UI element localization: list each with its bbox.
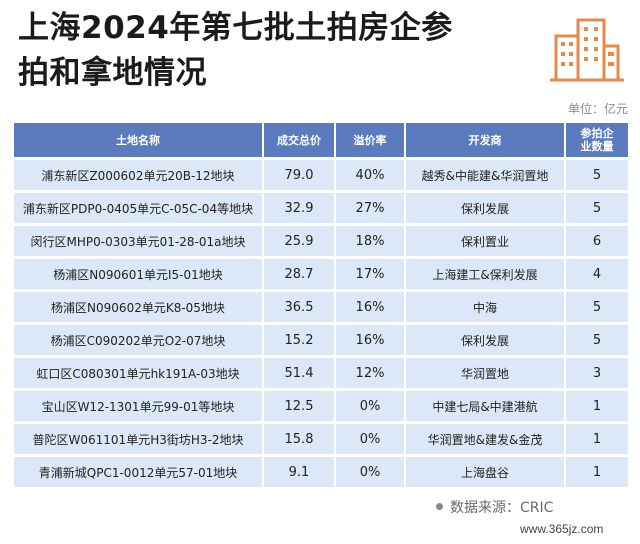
cell-premium-rate: 40% <box>336 160 406 190</box>
cell-premium-rate: 18% <box>336 226 406 256</box>
cell-bidder-count: 4 <box>566 259 628 289</box>
column-header-premium-rate: 溢价率 <box>336 123 406 157</box>
cell-price: 79.0 <box>264 160 336 190</box>
table-row: 普陀区W061101单元H3街坊H3-2地块 15.8 0% 华润置地&建发&金… <box>14 424 628 454</box>
cell-premium-rate: 0% <box>336 424 406 454</box>
cell-price: 28.7 <box>264 259 336 289</box>
table-row: 浦东新区Z000602单元20B-12地块 79.0 40% 越秀&中能建&华润… <box>14 160 628 190</box>
cell-bidder-count: 1 <box>566 457 628 487</box>
cell-land-name: 杨浦区N090602单元K8-05地块 <box>14 292 264 322</box>
cell-bidder-count: 1 <box>566 424 628 454</box>
data-source-label: 数据来源：CRIC <box>450 500 554 516</box>
cell-developer: 保利发展 <box>406 193 566 223</box>
unit-label: 单位：亿元 <box>567 102 628 116</box>
cell-land-name: 杨浦区C090202单元O2-07地块 <box>14 325 264 355</box>
cell-land-name: 宝山区W12-1301单元99-01等地块 <box>14 391 264 421</box>
buildings-icon <box>550 18 624 82</box>
cell-developer: 中海 <box>406 292 566 322</box>
cell-bidder-count: 5 <box>566 325 628 355</box>
cell-land-name: 浦东新区Z000602单元20B-12地块 <box>14 160 264 190</box>
table-row: 虹口区C080301单元hk191A-03地块 51.4 12% 华润置地 3 <box>14 358 628 388</box>
cell-premium-rate: 0% <box>336 391 406 421</box>
cell-price: 36.5 <box>264 292 336 322</box>
column-header-bidder-count: 参拍企业数量 <box>566 123 628 157</box>
cell-price: 15.8 <box>264 424 336 454</box>
cell-bidder-count: 3 <box>566 358 628 388</box>
table-row: 青浦新城QPC1-0012单元57-01地块 9.1 0% 上海盘谷 1 <box>14 457 628 487</box>
cell-land-name: 虹口区C080301单元hk191A-03地块 <box>14 358 264 388</box>
cell-developer: 保利发展 <box>406 325 566 355</box>
table-row: 杨浦区N090602单元K8-05地块 36.5 16% 中海 5 <box>14 292 628 322</box>
page-title-line-1: 上海2024年第七批土拍房企参 <box>18 10 453 46</box>
table-row: 杨浦区N090601单元I5-01地块 28.7 17% 上海建工&保利发展 4 <box>14 259 628 289</box>
page-title-line-2: 拍和拿地情况 <box>18 55 207 91</box>
table-row: 宝山区W12-1301单元99-01等地块 12.5 0% 中建七局&中建港航 … <box>14 391 628 421</box>
cell-price: 51.4 <box>264 358 336 388</box>
watermark-url: www.365jz.com <box>520 522 604 536</box>
cell-premium-rate: 16% <box>336 292 406 322</box>
cell-premium-rate: 17% <box>336 259 406 289</box>
table-row: 闵行区MHP0-0303单元01-28-01a地块 25.9 18% 保利置业 … <box>14 226 628 256</box>
table-header-row: 土地名称 成交总价 溢价率 开发商 参拍企业数量 <box>14 123 628 157</box>
cell-premium-rate: 27% <box>336 193 406 223</box>
cell-developer: 保利置业 <box>406 226 566 256</box>
cell-bidder-count: 6 <box>566 226 628 256</box>
cell-land-name: 青浦新城QPC1-0012单元57-01地块 <box>14 457 264 487</box>
bullet-icon <box>436 503 443 510</box>
cell-price: 15.2 <box>264 325 336 355</box>
cell-bidder-count: 5 <box>566 160 628 190</box>
column-header-developer: 开发商 <box>406 123 566 157</box>
cell-land-name: 浦东新区PDP0-0405单元C-05C-04等地块 <box>14 193 264 223</box>
cell-land-name: 闵行区MHP0-0303单元01-28-01a地块 <box>14 226 264 256</box>
cell-developer: 越秀&中能建&华润置地 <box>406 160 566 190</box>
cell-bidder-count: 5 <box>566 292 628 322</box>
cell-bidder-count: 5 <box>566 193 628 223</box>
cell-bidder-count: 1 <box>566 391 628 421</box>
cell-price: 9.1 <box>264 457 336 487</box>
land-auction-table: 土地名称 成交总价 溢价率 开发商 参拍企业数量 浦东新区Z000602单元20… <box>14 120 628 490</box>
cell-price: 32.9 <box>264 193 336 223</box>
cell-land-name: 杨浦区N090601单元I5-01地块 <box>14 259 264 289</box>
cell-developer: 上海建工&保利发展 <box>406 259 566 289</box>
cell-price: 12.5 <box>264 391 336 421</box>
cell-developer: 华润置地&建发&金茂 <box>406 424 566 454</box>
cell-price: 25.9 <box>264 226 336 256</box>
cell-developer: 华润置地 <box>406 358 566 388</box>
cell-premium-rate: 12% <box>336 358 406 388</box>
table-row: 浦东新区PDP0-0405单元C-05C-04等地块 32.9 27% 保利发展… <box>14 193 628 223</box>
column-header-price: 成交总价 <box>264 123 336 157</box>
cell-premium-rate: 0% <box>336 457 406 487</box>
cell-land-name: 普陀区W061101单元H3街坊H3-2地块 <box>14 424 264 454</box>
cell-developer: 上海盘谷 <box>406 457 566 487</box>
table-row: 杨浦区C090202单元O2-07地块 15.2 16% 保利发展 5 <box>14 325 628 355</box>
page-header: 上海2024年第七批土拍房企参 拍和拿地情况 <box>18 6 538 96</box>
column-header-land-name: 土地名称 <box>14 123 264 157</box>
cell-premium-rate: 16% <box>336 325 406 355</box>
cell-developer: 中建七局&中建港航 <box>406 391 566 421</box>
